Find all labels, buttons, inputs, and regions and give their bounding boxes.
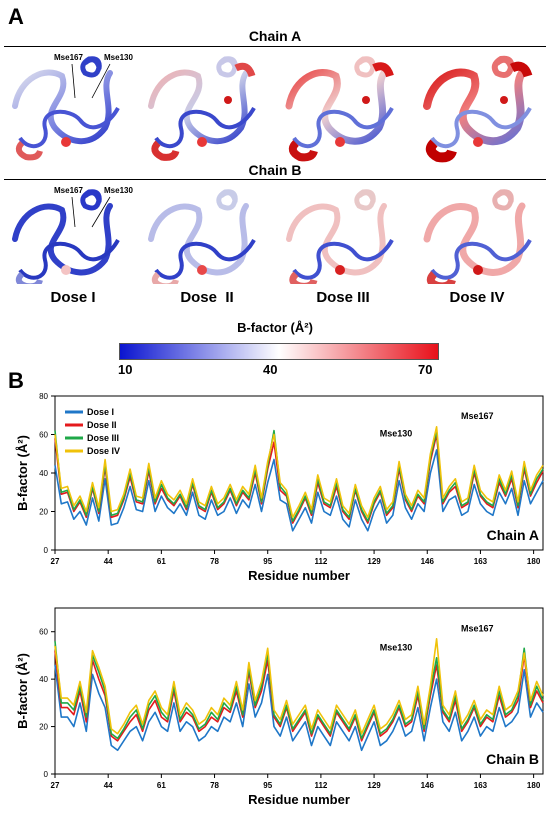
x-tick-label: 146 [421, 781, 435, 790]
x-tick-label: 180 [527, 781, 541, 790]
legend-label: Dose III [87, 433, 119, 443]
plot-frame [54, 607, 544, 775]
annotation-mse167: Mse167 [461, 411, 494, 421]
x-tick-label: 180 [527, 557, 541, 566]
chain-b-title: Chain B [248, 162, 302, 178]
x-tick-label: 146 [421, 557, 435, 566]
chain-b-divider [4, 179, 546, 180]
x-axis-label: Residue number [248, 568, 350, 583]
colorbar-tick-70: 70 [418, 362, 433, 377]
x-tick-label: 95 [263, 557, 272, 566]
chain-a-divider [4, 46, 546, 47]
annotation-mse130: Mse130 [380, 643, 413, 653]
y-tick-label: 80 [39, 392, 48, 401]
series-line-dose-ii [54, 433, 544, 524]
series-line-dose-iv [54, 638, 544, 735]
series-line-dose-i [54, 449, 544, 532]
chain-b-dose2-ribbon [148, 189, 256, 284]
x-tick-label: 112 [314, 557, 327, 566]
chain-corner-label: Chain B [486, 751, 539, 767]
x-tick-label: 27 [51, 781, 60, 790]
x-tick-label: 129 [367, 781, 381, 790]
series-line-dose-iv [54, 426, 544, 519]
x-tick-label: 163 [474, 781, 488, 790]
chain-a-dose4-ribbon [423, 55, 533, 163]
annotation-mse167: Mse167 [461, 624, 494, 634]
y-tick-label: 20 [39, 723, 48, 732]
x-tick-label: 112 [314, 781, 327, 790]
panel-b-letter: B [8, 368, 24, 393]
x-tick-label: 129 [367, 557, 381, 566]
y-axis-label: B-factor (Å²) [15, 435, 30, 511]
x-tick-label: 27 [51, 557, 60, 566]
series-line-dose-ii [54, 650, 544, 742]
chain-b-structures [12, 189, 532, 284]
colorbar-tick-40: 40 [263, 362, 278, 377]
dose-label-1: Dose I [50, 289, 96, 306]
y-tick-label: 40 [39, 675, 48, 684]
x-tick-label: 44 [104, 557, 113, 566]
y-tick-label: 0 [44, 770, 49, 779]
x-tick-label: 163 [474, 557, 488, 566]
chain-b-dose1-ribbon [12, 189, 120, 284]
x-tick-label: 61 [157, 781, 166, 790]
chain-b-dose4-ribbon [423, 189, 532, 284]
chain-b-bfactor-chart: 0 20 40 60 27 44 61 78 95 112 129 146 163 180 Residue … [15, 607, 544, 807]
x-tick-label: 44 [104, 781, 113, 790]
y-axis-label: B-factor (Å²) [15, 653, 30, 729]
x-axis-label: Residue number [248, 792, 350, 807]
legend-label: Dose II [87, 420, 117, 430]
b-factor-colorbar [119, 343, 439, 360]
y-tick-label: 0 [44, 546, 49, 555]
chain-a-title: Chain A [248, 28, 302, 44]
annotation-mse130: Mse130 [380, 428, 413, 438]
colorbar-tick-10: 10 [118, 362, 133, 377]
chain-b-dose3-ribbon [286, 189, 394, 284]
y-tick-label: 60 [39, 431, 48, 440]
x-tick-label: 78 [210, 557, 219, 566]
x-tick-label: 78 [210, 781, 219, 790]
dose-label-3: Dose III [316, 289, 370, 306]
dose-label-2: Dose II [180, 289, 234, 306]
chain-a-dose3-ribbon [285, 56, 394, 162]
x-tick-label: 95 [263, 781, 272, 790]
chain-a-mse130-callout: Mse130 [104, 53, 133, 62]
chain-a-dose1-ribbon [12, 56, 120, 161]
legend-label: Dose IV [87, 446, 120, 456]
chain-a-dose2-ribbon [148, 56, 256, 161]
dose-label-4: Dose IV [449, 289, 505, 306]
chain-a-callout-lines [71, 63, 111, 99]
chain-b-callout-lines [71, 196, 111, 228]
panel-a-letter: A [8, 4, 24, 29]
y-tick-label: 40 [39, 469, 48, 478]
y-tick-label: 60 [39, 628, 48, 637]
y-tick-label: 20 [39, 508, 48, 517]
colorbar-title: B-factor (Å²) [237, 320, 313, 335]
chain-a-mse167-callout: Mse167 [54, 53, 83, 62]
chain-corner-label: Chain A [487, 527, 539, 543]
legend-label: Dose I [87, 407, 114, 417]
series-line-dose-iii [54, 641, 544, 740]
chain-a-bfactor-chart: 0 20 40 60 80 27 44 61 78 95 112 129 146 163 180 Residu… [15, 392, 544, 583]
plot-frame [54, 395, 544, 551]
series-line-dose-iii [54, 429, 544, 522]
x-tick-label: 61 [157, 557, 166, 566]
chain-b-mse167-callout: Mse167 [54, 186, 83, 195]
chain-b-mse130-callout: Mse130 [104, 186, 133, 195]
series-line-dose-i [54, 664, 544, 752]
chain-a-structures [12, 55, 533, 163]
